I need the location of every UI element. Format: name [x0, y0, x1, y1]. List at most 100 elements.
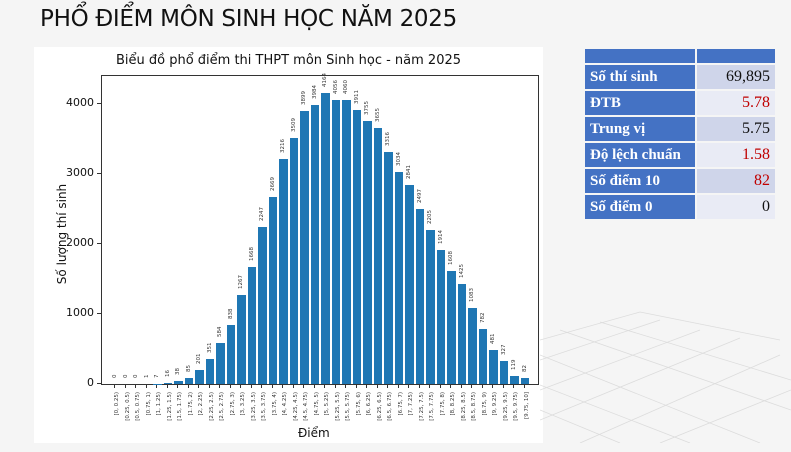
x-tick-mark	[219, 385, 220, 388]
x-tick-mark	[492, 385, 493, 388]
x-tick-label: [5, 5.25)	[324, 392, 330, 452]
bar-value-label: 2669	[270, 177, 276, 191]
x-tick-label: [5.75, 6)	[356, 392, 362, 452]
x-tick-label: [6, 6.25)	[366, 392, 372, 452]
histogram-bar	[174, 381, 183, 384]
histogram-bar	[374, 128, 383, 384]
bar-value-label: 3911	[354, 90, 360, 104]
bar-value-label: 1608	[448, 251, 454, 265]
x-tick-mark	[356, 385, 357, 388]
histogram-bar	[395, 172, 404, 384]
x-tick-label: [5.5, 5.75)	[345, 392, 351, 452]
x-tick-mark	[251, 385, 252, 388]
x-tick-label: [1, 1.25)	[156, 392, 162, 452]
stats-value: 69,895	[697, 65, 775, 89]
x-tick-label: [2, 2.25)	[198, 392, 204, 452]
x-tick-mark	[429, 385, 430, 388]
histogram-bar	[185, 378, 194, 384]
stats-value: 0	[697, 195, 775, 219]
x-tick-label: [0, 0.25)	[114, 392, 120, 452]
bar-value-label: 3034	[396, 152, 402, 166]
x-tick-mark	[471, 385, 472, 388]
x-tick-mark	[146, 385, 147, 388]
bar-value-label: 201	[196, 353, 202, 364]
histogram-bar	[216, 343, 225, 384]
histogram-bar	[195, 370, 204, 384]
histogram-bar	[489, 350, 498, 384]
x-tick-mark	[114, 385, 115, 388]
histogram-bar	[479, 329, 488, 384]
histogram-bar	[458, 284, 467, 384]
histogram-bar	[500, 361, 509, 384]
x-tick-mark	[366, 385, 367, 388]
stats-value: 5.75	[697, 117, 775, 141]
bar-value-label: 0	[123, 375, 129, 379]
x-tick-label: [7.75, 8)	[440, 392, 446, 452]
x-tick-label: [7.5, 7.75)	[429, 392, 435, 452]
bar-value-label: 38	[175, 368, 181, 375]
histogram-bar	[332, 100, 341, 384]
y-tick-mark	[97, 103, 101, 104]
x-tick-label: [7.25, 7.5)	[419, 392, 425, 452]
histogram-bar	[269, 197, 278, 384]
x-tick-mark	[387, 385, 388, 388]
x-tick-mark	[240, 385, 241, 388]
x-tick-mark	[398, 385, 399, 388]
x-tick-mark	[408, 385, 409, 388]
header-cell	[585, 49, 695, 63]
histogram-bar	[416, 209, 425, 384]
x-tick-label: [2.25, 2.5)	[209, 392, 215, 452]
bar-value-label: 0	[133, 375, 139, 379]
x-tick-label: [0.5, 0.75)	[135, 392, 141, 452]
y-tick-mark	[97, 313, 101, 314]
bar-value-label: 3509	[291, 118, 297, 132]
x-tick-label: [8.25, 8.5)	[461, 392, 467, 452]
x-tick-label: [4, 4.25)	[282, 392, 288, 452]
bar-value-label: 2497	[417, 189, 423, 203]
x-tick-label: [4.25, 4.5)	[293, 392, 299, 452]
histogram-bar	[290, 138, 299, 384]
histogram-chart: Biểu đồ phổ điểm thi THPT môn Sinh học -…	[34, 47, 543, 443]
x-tick-mark	[450, 385, 451, 388]
x-tick-label: [0.75, 1)	[146, 392, 152, 452]
y-tick-mark	[97, 383, 101, 384]
bar-value-label: 85	[186, 365, 192, 372]
histogram-bar	[206, 359, 215, 384]
x-tick-label: [1.25, 1.5)	[167, 392, 173, 452]
x-tick-mark	[230, 385, 231, 388]
x-tick-label: [1.75, 2)	[188, 392, 194, 452]
bar-value-label: 4060	[343, 80, 349, 94]
x-tick-label: [3.25, 3.5)	[251, 392, 257, 452]
bar-value-label: 2247	[259, 207, 265, 221]
x-tick-label: [8, 8.25)	[450, 392, 456, 452]
histogram-bar	[258, 227, 267, 384]
bar-value-label: 3216	[280, 139, 286, 153]
bar-value-label: 119	[511, 359, 517, 370]
x-tick-mark	[156, 385, 157, 388]
slide-title: PHỔ ĐIỂM MÔN SINH HỌC NĂM 2025	[40, 6, 457, 32]
stats-value: 82	[697, 169, 775, 193]
x-tick-mark	[345, 385, 346, 388]
histogram-bar	[384, 152, 393, 384]
y-tick-label: 2000	[54, 236, 94, 249]
chart-title: Biểu đồ phổ điểm thi THPT môn Sinh học -…	[34, 53, 543, 68]
histogram-bar	[510, 376, 519, 384]
bar-value-label: 838	[228, 309, 234, 320]
bar-value-label: 3316	[385, 132, 391, 146]
x-tick-mark	[188, 385, 189, 388]
x-tick-mark	[482, 385, 483, 388]
bar-value-label: 4164	[322, 73, 328, 87]
histogram-bar	[227, 325, 236, 384]
histogram-bar	[279, 159, 288, 384]
x-tick-label: [4.75, 5)	[314, 392, 320, 452]
x-tick-mark	[135, 385, 136, 388]
x-tick-label: [1.5, 1.75)	[177, 392, 183, 452]
x-tick-label: [3.5, 3.75)	[261, 392, 267, 452]
x-tick-mark	[314, 385, 315, 388]
x-tick-label: [9.75, 10]	[524, 392, 530, 452]
